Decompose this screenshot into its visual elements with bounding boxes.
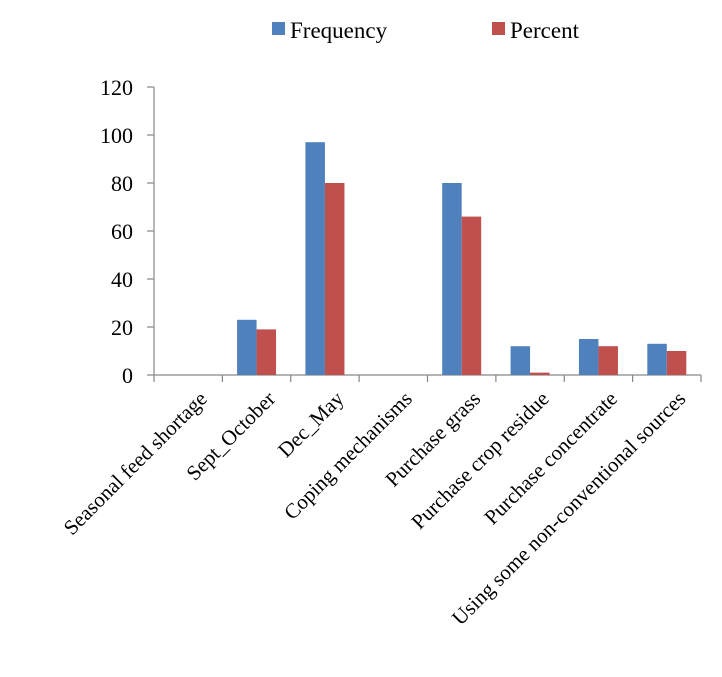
bar-frequency	[237, 319, 257, 375]
bar-percent	[461, 216, 482, 375]
x-tick-label: Purchase concentrate	[479, 387, 622, 530]
bar-percent	[256, 329, 277, 375]
bar-percent	[598, 346, 618, 375]
legend: Frequency Percent	[272, 18, 580, 43]
bar-frequency	[578, 339, 599, 375]
bar-percent	[530, 372, 550, 375]
legend-swatch-percent	[492, 22, 505, 35]
bar-frequency	[305, 142, 325, 375]
legend-swatch-frequency	[272, 22, 285, 35]
legend-label-percent: Percent	[510, 18, 580, 43]
bar-frequency	[510, 346, 531, 375]
bar-percent	[666, 351, 687, 375]
y-tick-label: 120	[100, 75, 133, 100]
legend-label-frequency: Frequency	[290, 18, 388, 43]
y-tick-label: 40	[111, 267, 133, 292]
bars	[237, 142, 687, 375]
y-tick-label: 20	[111, 315, 133, 340]
y-tick-label: 100	[100, 123, 133, 148]
bar-frequency	[442, 183, 462, 375]
x-tick-label: Coping mechanisms	[279, 387, 417, 525]
y-tick-label: 0	[122, 363, 133, 388]
y-tick-label: 60	[111, 219, 133, 244]
y-axis: 0 20 40 60 80 100 120	[100, 75, 155, 388]
bar-frequency	[647, 343, 667, 375]
bar-percent	[324, 183, 345, 375]
y-tick-label: 80	[111, 171, 133, 196]
x-axis: Seasonal feed shortageSept_OctoberDec_Ma…	[59, 374, 702, 630]
